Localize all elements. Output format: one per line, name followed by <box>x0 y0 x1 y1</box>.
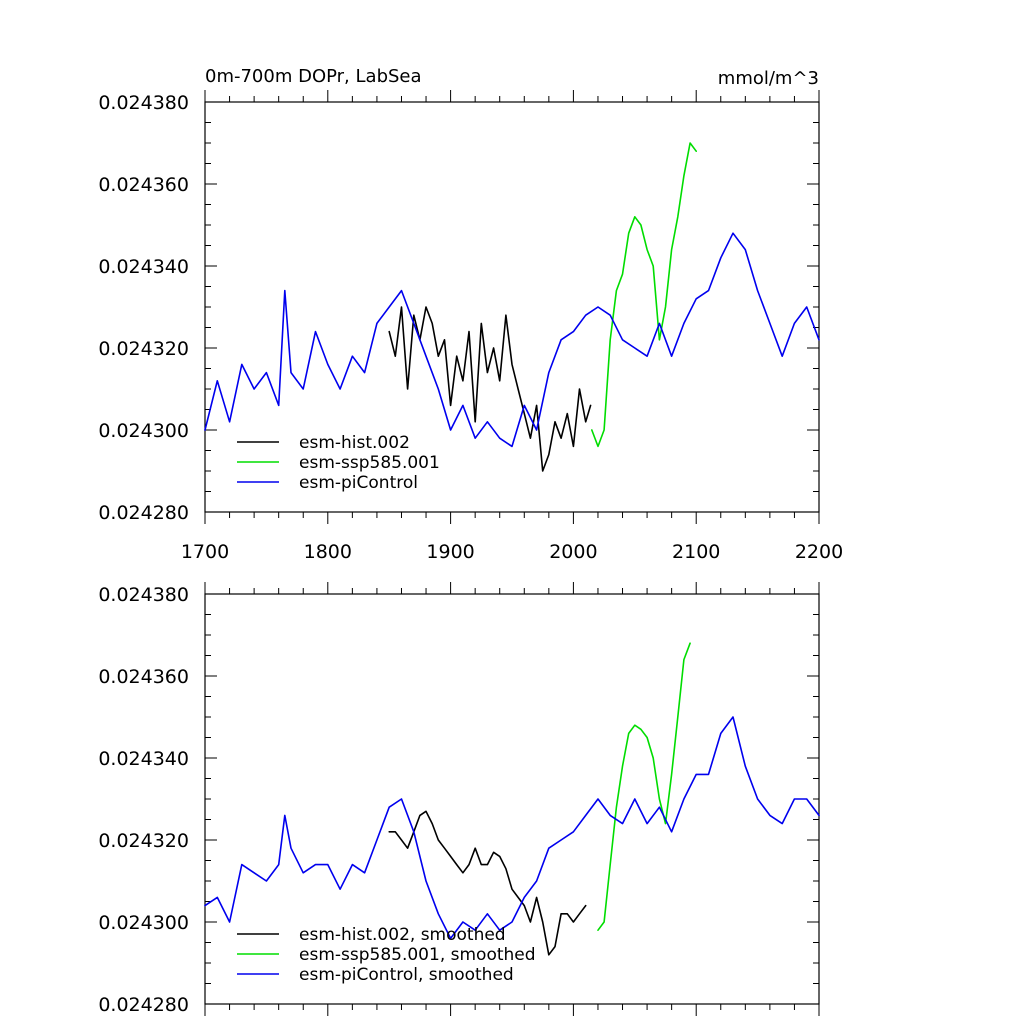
top-xtick-label: 1800 <box>304 541 352 563</box>
top-panel: 0m-700m DOPr, LabSea mmol/m^3 0.0242800.… <box>98 66 843 563</box>
top-ytick-label: 0.024380 <box>98 92 189 114</box>
top-chart-units: mmol/m^3 <box>718 68 819 89</box>
top-axis-ticks: 0.024280 0.024300 0.024320 0.024340 0.024360… <box>98 90 843 563</box>
bottom-legend-label-1: esm-hist.002, smoothed <box>299 925 506 945</box>
top-ytick-label: 0.024360 <box>98 174 189 196</box>
top-series-group <box>204 142 820 472</box>
bottom-panel: 0.024280 0.024300 0.024320 0.024340 0.024360… <box>98 582 820 1016</box>
top-series-line-2 <box>590 142 698 448</box>
top-series-line-1 <box>388 306 592 472</box>
bottom-ytick-label: 0.024380 <box>98 584 189 606</box>
top-ytick-label: 0.024300 <box>98 420 189 442</box>
top-series-line-3 <box>204 232 820 448</box>
bottom-axis-ticks: 0.024280 0.024300 0.024320 0.024340 0.024360… <box>98 582 820 1016</box>
top-legend-label-3: esm-piControl <box>299 473 418 493</box>
bottom-legend-label-3: esm-piControl, smoothed <box>299 965 514 985</box>
top-xtick-label: 1700 <box>181 541 229 563</box>
top-ytick-label: 0.024320 <box>98 338 189 360</box>
bottom-ytick-label: 0.024320 <box>98 830 189 852</box>
bottom-ytick-label: 0.024360 <box>98 666 189 688</box>
top-legend-label-2: esm-ssp585.001 <box>299 453 440 473</box>
top-xtick-label: 1900 <box>426 541 474 563</box>
top-legend-label-1: esm-hist.002 <box>299 433 410 453</box>
top-ytick-label: 0.024340 <box>98 256 189 278</box>
top-xtick-label: 2100 <box>672 541 720 563</box>
bottom-plot-frame <box>204 593 820 1005</box>
bottom-ytick-label: 0.024300 <box>98 912 189 934</box>
bottom-series-line-3 <box>204 716 820 940</box>
top-plot-frame <box>204 101 820 513</box>
bottom-ytick-label: 0.024280 <box>98 994 189 1016</box>
top-xtick-label: 2200 <box>795 541 843 563</box>
top-ytick-label: 0.024280 <box>98 502 189 524</box>
top-chart-title: 0m-700m DOPr, LabSea <box>205 66 422 87</box>
bottom-series-line-2 <box>597 642 691 932</box>
bottom-series-line-1 <box>388 810 587 956</box>
bottom-ytick-label: 0.024340 <box>98 748 189 770</box>
bottom-series-group <box>204 642 820 956</box>
bottom-legend-label-2: esm-ssp585.001, smoothed <box>299 945 536 965</box>
top-xtick-label: 2000 <box>549 541 597 563</box>
